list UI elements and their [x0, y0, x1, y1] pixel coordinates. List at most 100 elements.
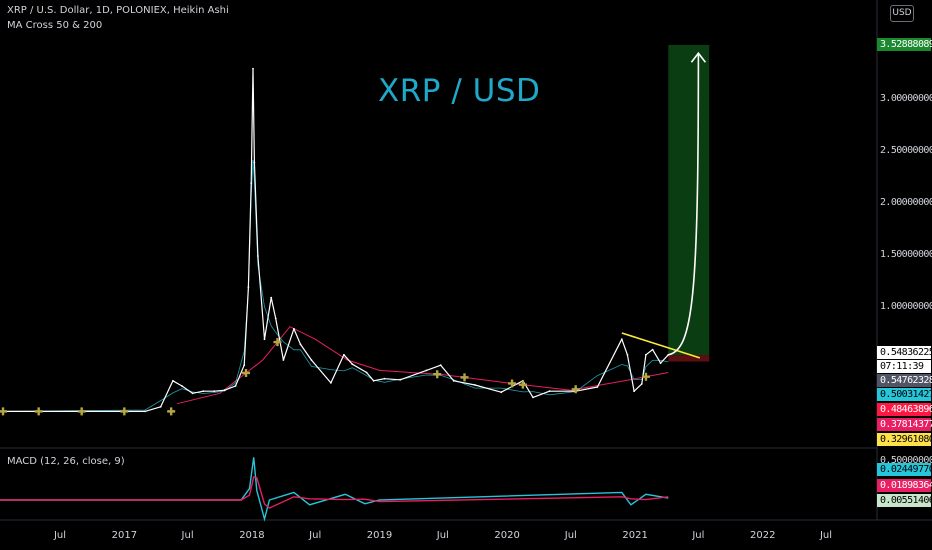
price-point: [234, 385, 237, 387]
price-point: [659, 362, 662, 364]
price-point: [372, 379, 375, 382]
time-axis-tick: 2017: [111, 530, 138, 541]
price-point: [252, 67, 254, 70]
price-tag: 0.32961080: [877, 433, 932, 446]
price-point: [263, 338, 266, 341]
macd-tag: 0.02449770: [877, 463, 932, 476]
price-point: [383, 377, 386, 380]
time-axis-tick: Jul: [692, 530, 705, 541]
macd-tag: 0.01898364: [877, 479, 932, 492]
target-zone[interactable]: [668, 44, 710, 356]
cross-marker: [120, 407, 129, 416]
time-axis-tick: Jul: [819, 530, 833, 541]
price-point: [257, 255, 259, 257]
price-point: [282, 359, 285, 361]
price-axis-tick: 1.50000000: [880, 249, 932, 260]
price-tag: 0.37814377: [877, 418, 932, 431]
price-point: [181, 385, 183, 387]
macd-signal-line: [0, 476, 669, 509]
price-point: [202, 390, 205, 393]
price-point: [532, 396, 534, 399]
price-axis-tick: 1.00000000: [880, 301, 932, 312]
price-point: [247, 286, 250, 289]
price-point: [243, 364, 246, 367]
price-point: [500, 391, 503, 394]
chart-overlay-title: XRP / USD: [378, 73, 541, 109]
price-point: [399, 378, 402, 381]
time-axis-tick: 2018: [239, 530, 265, 541]
price-tag: 3.52888089: [877, 38, 932, 51]
price-point: [223, 389, 226, 392]
price-point: [651, 348, 654, 351]
drawing-annotations[interactable]: [621, 51, 707, 359]
price-axis-tick: 2.50000000: [880, 145, 932, 156]
arrow-head-icon: [690, 51, 707, 63]
time-axis-tick: Jul: [436, 530, 449, 541]
cross-marker: [641, 372, 650, 381]
price-point: [626, 353, 629, 356]
macd-line: [0, 457, 669, 522]
price-point: [633, 390, 635, 393]
price-point: [330, 382, 332, 384]
price-axis-tick: 3.00000000: [880, 93, 932, 104]
symbol-title[interactable]: XRP / U.S. Dollar, 1D, POLONIEX, Heikin …: [7, 5, 229, 16]
trendline[interactable]: [621, 332, 701, 359]
price-tag: 0.50031427: [877, 388, 932, 401]
cross-marker: [518, 380, 527, 389]
time-axis-tick: Jul: [564, 530, 577, 541]
price-tag: 0.54836225: [877, 346, 932, 359]
cross-marker: [460, 373, 469, 382]
target-curve-arrow[interactable]: [668, 53, 700, 356]
cross-marker: [0, 407, 8, 416]
price-point: [213, 390, 216, 393]
cross-marker: [167, 407, 176, 416]
price-line: [0, 68, 669, 412]
price-point: [159, 405, 162, 408]
price-point: [596, 386, 599, 388]
time-axis-tick: 2020: [494, 530, 520, 541]
price-point: [645, 353, 647, 356]
price-axis-tick: 2.00000000: [880, 197, 932, 208]
price-point: [474, 384, 476, 386]
price-point: [274, 317, 277, 320]
macd-axis-label: 0.50000000: [880, 455, 932, 466]
price-point: [343, 353, 345, 356]
price-point: [253, 161, 256, 164]
price-point: [439, 364, 442, 367]
price-point: [270, 296, 273, 299]
time-axis-tick: Jul: [181, 530, 194, 541]
price-point: [620, 338, 623, 341]
time-axis-tick: 2019: [366, 530, 393, 541]
macd-pane: [0, 457, 669, 522]
ma-slow-line: [176, 326, 669, 405]
cross-marker: [508, 379, 517, 388]
stop-zone[interactable]: [668, 355, 710, 362]
price-point: [351, 363, 354, 366]
price-point: [452, 379, 455, 382]
price-point: [250, 182, 253, 185]
time-axis-tick: 2021: [622, 530, 648, 541]
time-axis-tick: Jul: [309, 530, 322, 541]
price-series: [0, 67, 670, 413]
price-point: [172, 379, 174, 382]
ma-cross-markers: [0, 338, 650, 416]
price-point: [365, 371, 368, 374]
cross-marker: [241, 368, 250, 377]
price-tag: 07:11:39: [877, 360, 931, 373]
time-axis-tick: 2022: [749, 530, 776, 541]
price-point: [293, 327, 295, 330]
price-point: [425, 369, 428, 372]
cross-marker: [571, 385, 580, 394]
cross-marker: [273, 338, 282, 347]
indicator-legend[interactable]: MA Cross 50 & 200: [7, 20, 103, 31]
price-tag: 0.54762328: [877, 374, 932, 387]
macd-tag: 0.00551406: [877, 494, 932, 507]
currency-button[interactable]: USD: [890, 5, 914, 22]
price-point: [144, 410, 146, 413]
macd-legend[interactable]: MACD (12, 26, close, 9): [7, 456, 125, 467]
moving-averages: [0, 159, 669, 412]
price-point: [299, 343, 302, 346]
long-position-zones[interactable]: [668, 44, 710, 362]
